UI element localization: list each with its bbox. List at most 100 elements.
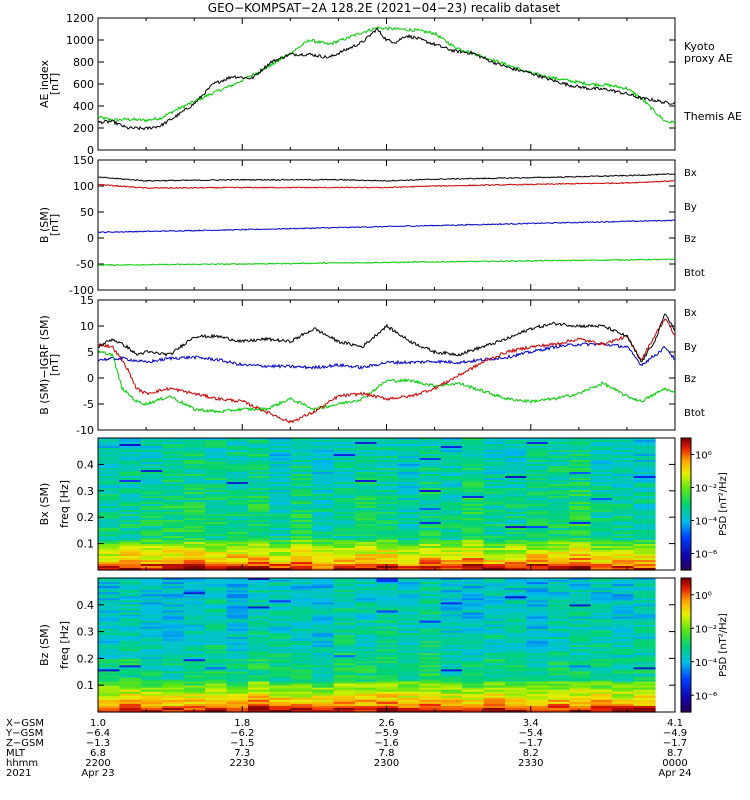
- spectrogram-cell: [440, 596, 463, 599]
- spectrogram-cell: [633, 482, 656, 485]
- spectrogram-cell: [140, 472, 163, 475]
- spectrogram-cell: [269, 538, 292, 541]
- spectrogram-cell: [462, 526, 485, 529]
- spectrogram-cell: [440, 620, 463, 624]
- spectrogram-cell: [526, 661, 549, 664]
- spectrogram-cell: [183, 685, 206, 689]
- spectrogram-cell: [290, 520, 313, 523]
- spectrogram-cell: [440, 691, 463, 695]
- spectrogram-cell: [376, 610, 399, 614]
- spectrogram-cell: [633, 562, 656, 565]
- spectrogram-cell: [569, 510, 592, 513]
- spectrogram-cell: [569, 554, 592, 557]
- spectrogram-cell: [226, 512, 249, 515]
- spectrogram-cell: [633, 474, 656, 477]
- colorbar-segment: [681, 446, 691, 450]
- spectrogram-cell: [483, 522, 506, 525]
- spectrogram-cell: [397, 504, 420, 507]
- spectrogram-cell: [440, 498, 463, 501]
- spectrogram-cell: [333, 707, 356, 711]
- spectrogram-cell: [247, 506, 270, 509]
- spectrogram-cell: [462, 438, 485, 441]
- spectrogram-cell: [505, 506, 528, 509]
- spectrogram-cell: [440, 550, 463, 553]
- spectrogram-cell: [290, 649, 313, 652]
- spectrogram-cell: [162, 636, 185, 640]
- spectrogram-cell: [526, 655, 549, 658]
- spectrogram-cell: [333, 584, 356, 587]
- spectrogram-cell: [526, 608, 549, 612]
- spectrogram-cell: [290, 596, 313, 599]
- spectrogram-cell: [183, 598, 206, 601]
- spectrogram-cell: [547, 584, 570, 587]
- spectrogram-cell: [462, 562, 485, 565]
- spectrogram-cell: [247, 470, 270, 473]
- colorbar-segment: [681, 521, 691, 525]
- spectrogram-cell: [269, 578, 292, 581]
- spectrogram-cell: [226, 538, 249, 541]
- spectrogram-cell: [226, 590, 249, 593]
- spectrogram-cell: [633, 600, 656, 603]
- spectrogram-cell: [140, 526, 163, 529]
- spectrogram-cell: [355, 695, 378, 699]
- legend-label: Bz: [684, 234, 696, 245]
- spectrogram-cell: [226, 578, 249, 581]
- spectrogram-cell: [290, 661, 313, 664]
- spectrogram-cell: [483, 612, 506, 616]
- spectrogram-cell: [226, 550, 249, 553]
- spectrogram-cell: [547, 502, 570, 505]
- spectrogram-cell: [612, 474, 635, 477]
- spectrogram-cell: [333, 542, 356, 545]
- spectrogram-cell: [355, 642, 378, 646]
- spectrogram-cell: [505, 632, 528, 636]
- spectrogram-cell: [505, 604, 528, 608]
- colorbar-segment: [681, 602, 691, 606]
- spectrogram-cell: [612, 548, 635, 551]
- spectrogram-cell: [355, 542, 378, 545]
- spectrogram-cell: [247, 486, 270, 489]
- spectrogram-cell: [376, 532, 399, 535]
- spectrogram-cell: [333, 466, 356, 469]
- spectrogram-cell: [140, 669, 163, 672]
- spectrogram-cell: [376, 683, 399, 687]
- spectrogram-cell: [333, 606, 356, 610]
- spectrogram-cell: [183, 689, 206, 693]
- spectrogram-cell: [119, 550, 142, 553]
- spectrogram-cell: [333, 478, 356, 481]
- spectrogram-cell: [547, 466, 570, 469]
- spectrogram-cell: [526, 474, 549, 477]
- spectrogram-cell: [526, 482, 549, 485]
- spectrogram-cell: [247, 460, 270, 463]
- ephemeris-value: 2230: [230, 758, 255, 769]
- spectrogram-cell: [440, 703, 463, 707]
- spectrogram-cell: [590, 474, 613, 477]
- spectrogram-cell: [612, 679, 635, 683]
- spectrogram-cell: [269, 699, 292, 703]
- spectrogram-cell: [397, 634, 420, 638]
- spectrogram-cell: [397, 524, 420, 527]
- spectrogram-cell: [397, 476, 420, 479]
- spectrogram-cell: [462, 482, 485, 485]
- spectrogram-cell: [505, 446, 528, 449]
- spectrogram-cell: [119, 562, 142, 565]
- spectrogram-cell: [290, 590, 313, 593]
- spectrogram-cell: [376, 490, 399, 493]
- y-axis-label: [nT]: [48, 73, 61, 95]
- spectrogram-cell: [226, 620, 249, 624]
- spectrogram-cell: [612, 534, 635, 537]
- spectrogram-cell: [269, 608, 292, 612]
- ephemeris-value: −4.9: [663, 728, 687, 739]
- spectrogram-cell: [98, 492, 121, 495]
- spectrogram-cell: [633, 554, 656, 557]
- spectrogram-cell: [547, 534, 570, 537]
- spectrogram-cell: [226, 522, 249, 525]
- spectrogram-cell: [526, 677, 549, 681]
- spectrogram-cell: [226, 446, 249, 449]
- spectrogram-cell: [397, 630, 420, 634]
- spectrogram-cell: [183, 536, 206, 539]
- spectrogram-cell: [333, 442, 356, 445]
- colorbar-segment: [681, 660, 691, 664]
- spectrogram-cell: [397, 484, 420, 487]
- spectrogram-cell: [269, 590, 292, 593]
